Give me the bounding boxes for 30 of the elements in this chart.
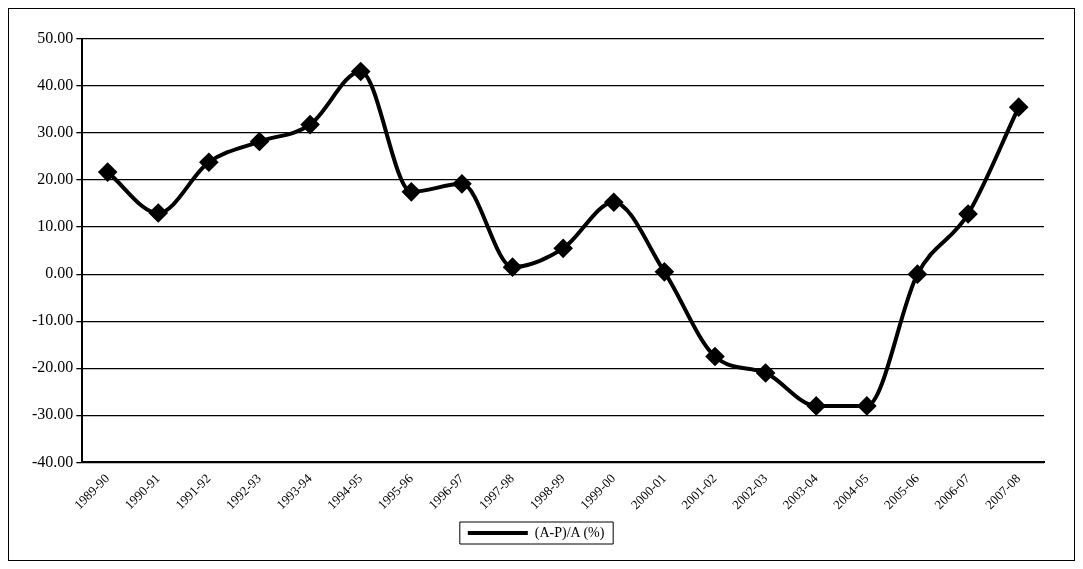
y-tick-label: -10.00 [32, 311, 74, 329]
y-tick-label: 10.00 [37, 217, 74, 235]
point [908, 265, 927, 284]
y-tick-label: 30.00 [37, 123, 74, 141]
y-tick-label: -20.00 [32, 358, 74, 376]
point [503, 258, 522, 277]
point [959, 204, 978, 223]
point [655, 262, 674, 281]
point [604, 193, 623, 212]
point [756, 363, 775, 382]
point [301, 115, 320, 134]
point [351, 62, 370, 81]
y-tick-label: 40.00 [37, 76, 74, 94]
point [402, 182, 421, 201]
y-tick-label: 20.00 [37, 170, 74, 188]
point [706, 347, 725, 366]
point [554, 239, 573, 258]
point [98, 163, 117, 182]
point [149, 204, 168, 223]
point [250, 132, 269, 151]
point [199, 153, 218, 172]
point [807, 396, 826, 415]
point [452, 174, 471, 193]
point [1009, 98, 1028, 117]
y-tick-label: 50.00 [37, 29, 74, 47]
y-tick-label: -40.00 [32, 452, 74, 470]
point [857, 396, 876, 415]
legend-label: (A-P)/A (%) [534, 524, 605, 541]
y-tick-label: 0.00 [45, 264, 74, 282]
y-tick-label: -30.00 [32, 405, 74, 423]
